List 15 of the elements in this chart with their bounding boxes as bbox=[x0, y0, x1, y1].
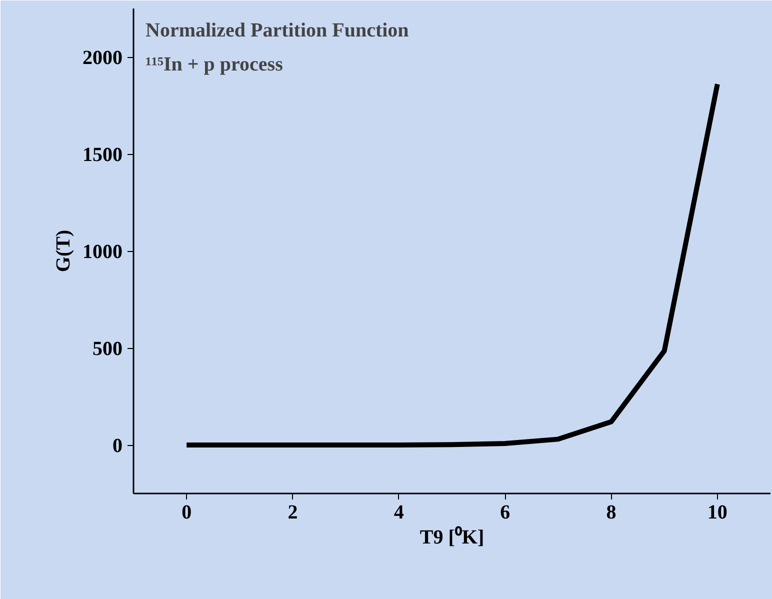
x-tick-label: 8 bbox=[606, 502, 616, 524]
y-tick-label: 1000 bbox=[82, 241, 122, 263]
x-axis-title: T9 [⁰K] bbox=[420, 526, 484, 548]
x-tick-label: 2 bbox=[288, 502, 298, 524]
y-tick-label: 500 bbox=[92, 338, 122, 360]
x-tick-label: 0 bbox=[182, 502, 192, 524]
text: Normalized Partition Function bbox=[146, 20, 409, 42]
x-tick-label: 10 bbox=[707, 502, 728, 524]
x-tick-label: 6 bbox=[500, 502, 510, 524]
y-axis-title: G(T) bbox=[52, 230, 74, 272]
y-tick-label: 2000 bbox=[82, 47, 122, 69]
text: ¹¹⁵In + p process bbox=[146, 54, 284, 76]
y-tick-label: 1500 bbox=[82, 144, 122, 166]
y-tick-label: 0 bbox=[112, 435, 122, 457]
x-tick-label: 4 bbox=[394, 502, 404, 524]
